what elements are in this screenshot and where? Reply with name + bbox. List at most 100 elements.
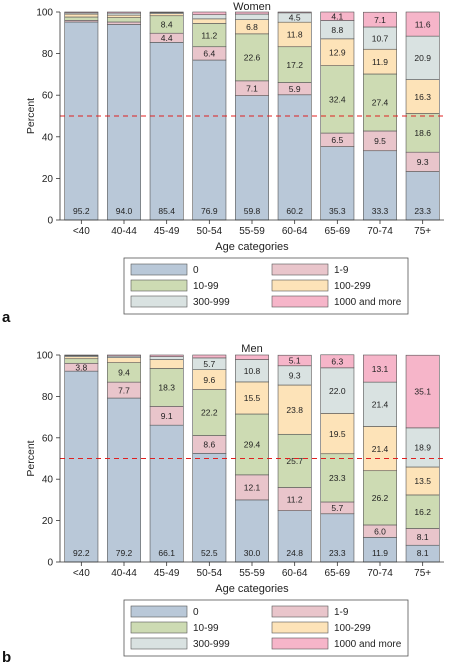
data-label: 33.3 [372, 206, 389, 216]
bar-segment [363, 48, 397, 75]
legend-label: 1000 and more [334, 297, 402, 308]
bar-segment [64, 354, 99, 356]
data-label: 12.1 [244, 483, 261, 493]
legend-label: 100-299 [334, 623, 371, 634]
data-label: 8.8 [331, 25, 343, 35]
data-label: 18.6 [414, 128, 431, 138]
x-tick-label: 60-64 [282, 226, 308, 237]
data-label: 11.2 [287, 494, 303, 504]
legend-label: 300-999 [193, 297, 230, 308]
data-label: 9.3 [289, 371, 301, 381]
bar-segment [277, 94, 312, 221]
data-label: 21.4 [372, 444, 389, 454]
bar-segment [363, 73, 397, 132]
x-tick-label: 65-69 [325, 226, 351, 237]
bar-segment [64, 370, 99, 563]
bar-segment [235, 11, 269, 15]
bar-segment [405, 466, 440, 496]
bar-segment [363, 426, 397, 472]
data-label: 8.1 [417, 548, 429, 558]
legend-swatch [271, 295, 329, 308]
legend-swatch [271, 621, 329, 634]
bar-segment [235, 354, 269, 360]
x-tick-label: <40 [73, 568, 90, 579]
data-label: 5.9 [289, 84, 301, 94]
data-label: 18.9 [414, 443, 431, 453]
data-label: 11.9 [372, 548, 388, 558]
data-label: 8.4 [161, 20, 173, 30]
bar-segment [277, 384, 312, 435]
data-label: 7.1 [374, 15, 386, 25]
data-label: 9.6 [203, 375, 215, 385]
legend-swatch [271, 263, 329, 276]
data-label: 6.3 [331, 357, 343, 367]
y-tick-label: 0 [47, 558, 53, 569]
bar-segment [235, 413, 269, 476]
bar-segment [64, 356, 99, 360]
data-label: 22.6 [244, 53, 261, 63]
y-tick-label: 100 [36, 351, 53, 362]
data-label: 25.7 [286, 456, 303, 466]
data-label: 6.0 [374, 526, 386, 536]
x-tick-label: 45-49 [154, 568, 180, 579]
bar-segment [405, 171, 440, 221]
data-label: 85.4 [158, 206, 175, 216]
x-tick-label: 70-74 [367, 568, 393, 579]
data-label: 8.6 [203, 440, 215, 450]
bar-segment [192, 354, 227, 359]
data-label: 9.3 [417, 157, 429, 167]
data-label: 11.8 [287, 30, 303, 40]
x-tick-label: 40-44 [111, 226, 137, 237]
data-label: 92.2 [73, 548, 90, 558]
data-label: 76.9 [201, 206, 218, 216]
bar-segment [405, 79, 440, 114]
data-label: 94.0 [116, 206, 133, 216]
x-tick-label: 55-59 [239, 226, 265, 237]
data-label: 11.6 [415, 19, 431, 29]
y-axis-label: Percent [25, 98, 37, 134]
data-label: 4.5 [289, 13, 301, 23]
x-axis-label: Age categories [215, 241, 289, 253]
bar-segment [235, 499, 269, 563]
data-label: 59.8 [244, 206, 261, 216]
y-tick-label: 0 [47, 216, 53, 227]
bar-segment [277, 354, 312, 367]
data-label: 15.5 [244, 393, 261, 403]
data-label: 22.2 [201, 408, 218, 418]
bar-segment [64, 21, 99, 221]
y-tick-label: 40 [42, 132, 54, 143]
data-label: 23.3 [329, 473, 346, 483]
x-axis-label: Age categories [215, 583, 289, 595]
y-tick-label: 20 [42, 516, 54, 527]
data-label: 8.1 [417, 532, 429, 542]
bar-segment [192, 18, 227, 24]
bar-segment [235, 474, 269, 501]
data-label: 10.7 [372, 33, 389, 43]
bar-segment [405, 35, 440, 80]
data-label: 10.8 [244, 366, 261, 376]
bar-segment [64, 16, 99, 21]
data-label: 32.4 [329, 95, 346, 105]
bar-segment [149, 42, 184, 221]
bar-segment [235, 95, 269, 221]
data-label: 79.2 [116, 548, 133, 558]
bar-segment [363, 354, 397, 383]
bar-segment [107, 24, 141, 221]
bar-segment [64, 11, 99, 14]
data-label: 17.2 [286, 60, 303, 70]
data-label: 9.4 [118, 368, 130, 378]
legend-swatch [130, 605, 188, 618]
data-label: 24.8 [286, 548, 303, 558]
bar-segment [363, 537, 397, 563]
data-label: 3.8 [75, 362, 87, 372]
x-tick-label: 65-69 [325, 568, 351, 579]
bar-segment [235, 33, 269, 82]
bar-segment [320, 65, 355, 134]
bar-segment [192, 389, 227, 436]
legend-label: 0 [193, 607, 199, 618]
data-label: 35.1 [414, 387, 431, 397]
data-label: 23.3 [329, 548, 346, 558]
legend-swatch [130, 637, 188, 650]
legend-label: 1000 and more [334, 639, 402, 650]
